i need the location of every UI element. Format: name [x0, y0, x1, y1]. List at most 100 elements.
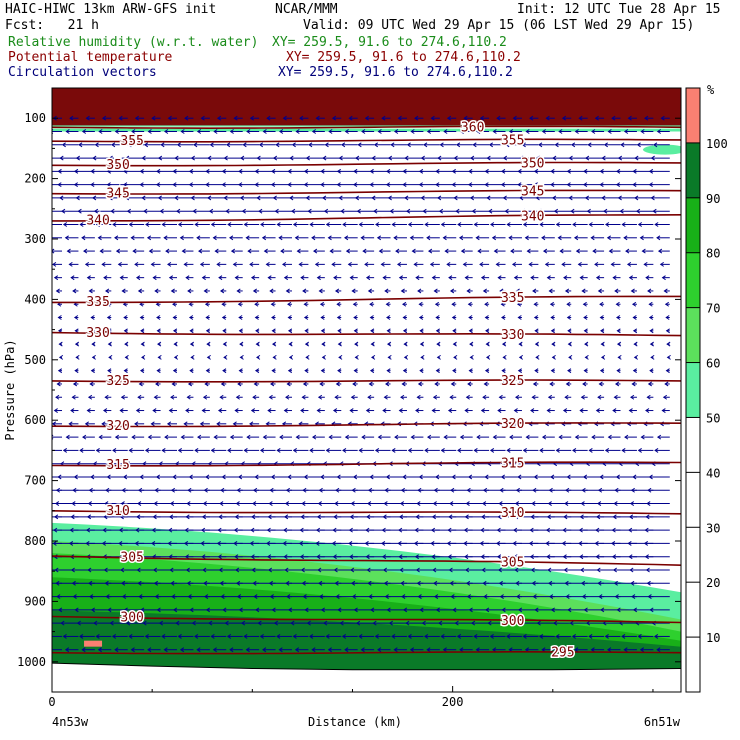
vector-head: [368, 381, 373, 387]
vector-head: [278, 235, 283, 241]
vector-head: [418, 182, 423, 188]
vector-head: [419, 341, 425, 347]
vector-head: [608, 248, 613, 254]
vector-head: [645, 275, 650, 281]
vector-head: [424, 222, 429, 227]
vector-head: [223, 195, 228, 201]
vector-head: [450, 594, 455, 599]
vector-head: [564, 580, 569, 586]
vector-head: [328, 434, 333, 440]
vector-head: [269, 288, 274, 294]
vector-head: [521, 208, 526, 214]
vector-head: [362, 248, 367, 254]
vector-head: [367, 501, 372, 506]
vector-head: [38, 528, 41, 532]
vector-head: [101, 540, 106, 546]
vector-head: [557, 235, 562, 241]
vector-head: [632, 315, 637, 320]
vector-head: [336, 474, 341, 480]
vector-head: [308, 142, 313, 148]
vector-head: [467, 474, 473, 480]
vector-head: [239, 195, 245, 201]
vector-head: [221, 182, 226, 188]
vector-head: [90, 368, 95, 374]
vector-head: [52, 540, 57, 546]
vector-head: [72, 487, 77, 493]
vector-head: [226, 634, 232, 639]
vector-head: [216, 421, 221, 427]
vector-head: [563, 567, 568, 573]
vector-head: [316, 275, 321, 281]
vector-head: [603, 208, 608, 214]
vector-head: [365, 527, 370, 533]
vector-head: [42, 608, 45, 612]
vector-head: [185, 567, 190, 573]
vector-head: [115, 248, 121, 254]
vector-head: [616, 168, 621, 174]
vector-head: [649, 607, 654, 613]
vector-head: [62, 447, 68, 453]
vector-head: [150, 261, 155, 267]
vector-head: [451, 182, 456, 188]
vector-head: [88, 580, 93, 586]
vector-head: [320, 368, 325, 374]
vector-head: [599, 301, 604, 307]
vector-head: [604, 447, 610, 453]
vector-head: [429, 261, 435, 267]
vector-head: [101, 261, 106, 267]
theta-label-335: 335: [86, 295, 109, 310]
vector-head: [201, 554, 206, 560]
vector-head: [271, 315, 276, 320]
vector-head: [223, 354, 228, 360]
vector-head: [201, 275, 206, 281]
vector-head: [198, 248, 203, 254]
vector-head: [430, 115, 435, 121]
vector-head: [88, 487, 93, 493]
vector-head: [484, 368, 490, 374]
vector-head: [438, 620, 443, 626]
vector-head: [141, 195, 146, 201]
vector-head: [547, 394, 553, 400]
vector-head: [156, 168, 161, 174]
vector-head: [551, 341, 556, 347]
vector-head: [265, 261, 270, 267]
vector-head: [287, 182, 292, 188]
vector-head: [573, 235, 579, 241]
vector-head: [139, 182, 144, 188]
theta-label-355: 355: [120, 134, 143, 149]
vector-head: [360, 235, 365, 241]
vector-head: [430, 527, 436, 533]
vector-head: [314, 261, 320, 267]
vector-head: [563, 514, 568, 520]
vector-head: [107, 607, 112, 613]
vector-head: [55, 288, 60, 294]
colorbar-segment-0: [686, 637, 700, 692]
vector-head: [493, 248, 498, 254]
vector-head: [502, 155, 508, 161]
vector-head: [196, 129, 202, 134]
colorbar-segment-50: [686, 362, 700, 418]
theta-label-325: 325: [501, 374, 524, 389]
vector-head: [170, 394, 175, 400]
vector-head: [499, 594, 504, 599]
vector-head: [539, 447, 544, 453]
vector-head: [499, 487, 504, 493]
vector-head: [500, 474, 505, 480]
vector-head: [278, 647, 283, 653]
vector-head: [520, 620, 525, 626]
vector-head: [220, 594, 225, 599]
vector-head: [307, 208, 312, 214]
vector-head: [596, 567, 601, 573]
vector-head: [348, 540, 353, 546]
vector-head: [336, 315, 341, 320]
vector-head: [286, 381, 291, 387]
theta-contour-315: [52, 461, 681, 467]
vector-head: [435, 315, 440, 320]
vector-head: [615, 182, 621, 188]
vector-head: [516, 381, 521, 387]
vector-head: [410, 434, 415, 440]
vector-head: [584, 195, 590, 201]
vector-head: [222, 368, 227, 374]
vector-head: [351, 288, 356, 294]
vector-head: [99, 248, 104, 254]
